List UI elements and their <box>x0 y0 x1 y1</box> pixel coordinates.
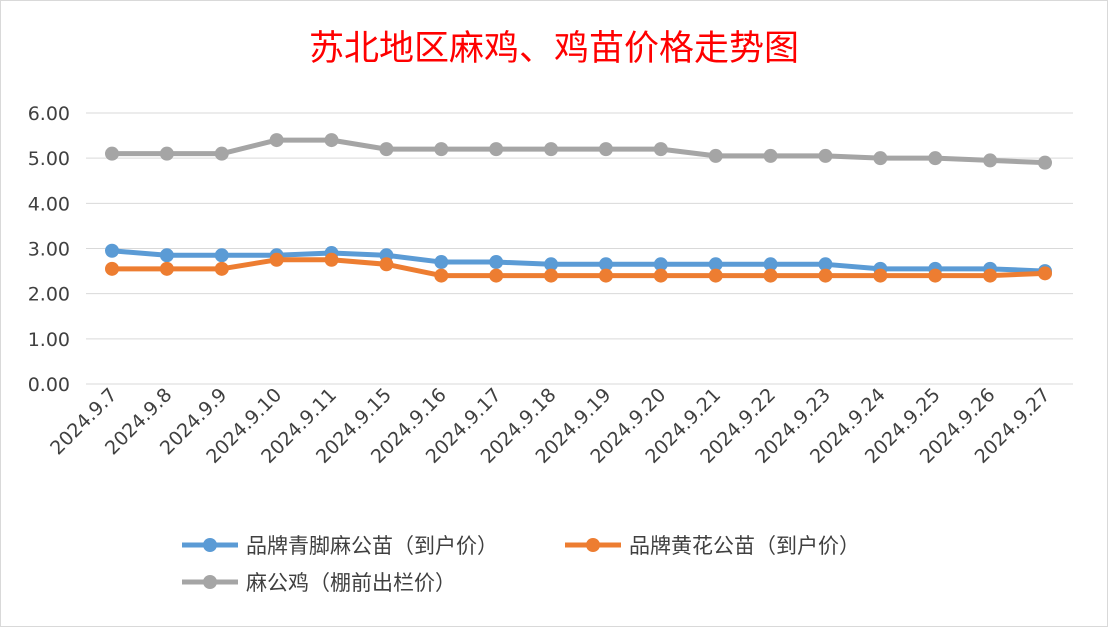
series-group <box>105 133 1052 283</box>
data-point <box>105 146 119 161</box>
data-point <box>269 252 284 267</box>
data-point <box>928 151 943 166</box>
data-point <box>159 248 174 263</box>
y-axis-ticks: 0.00 1.00 2.00 3.00 4.00 5.00 6.00 <box>28 103 70 396</box>
legend-label: 品牌黄花公苗（到户价） <box>629 534 860 558</box>
data-point <box>105 261 119 276</box>
data-point <box>434 268 449 283</box>
data-point <box>598 257 613 272</box>
data-point <box>598 142 613 157</box>
data-point <box>708 257 723 272</box>
data-point <box>269 133 284 148</box>
x-axis-ticks: 2024.9.72024.9.82024.9.92024.9.102024.9.… <box>46 384 1054 468</box>
data-point <box>763 268 778 283</box>
y-tick-label: 2.00 <box>28 284 70 306</box>
chart-title: 苏北地区麻鸡、鸡苗价格走势图 <box>309 29 799 69</box>
legend-label: 麻公鸡（棚前出栏价） <box>246 571 456 595</box>
gridlines <box>86 112 1073 385</box>
legend: 品牌青脚麻公苗（到户价） 品牌黄花公苗（到户价） 麻公鸡（棚前出栏价） <box>182 534 860 595</box>
data-point <box>105 243 119 258</box>
data-point <box>818 148 833 163</box>
y-tick-label: 4.00 <box>28 193 70 215</box>
data-point <box>873 151 888 166</box>
data-point <box>928 268 943 283</box>
data-point <box>1038 266 1052 281</box>
series-1 <box>105 252 1052 283</box>
data-point <box>598 268 613 283</box>
legend-entry: 品牌黄花公苗（到户价） <box>565 534 860 558</box>
data-point <box>544 268 559 283</box>
data-point <box>489 268 504 283</box>
data-point <box>1038 155 1052 170</box>
series-line <box>109 257 1048 279</box>
y-tick-label: 5.00 <box>28 148 70 170</box>
data-point <box>214 248 229 263</box>
data-point <box>653 142 668 157</box>
legend-entry: 品牌青脚麻公苗（到户价） <box>182 534 498 558</box>
legend-marker <box>203 538 217 552</box>
legend-marker <box>586 538 600 552</box>
legend-marker <box>203 575 217 589</box>
y-tick-label: 1.00 <box>28 329 70 351</box>
data-point <box>983 153 998 168</box>
data-point <box>324 252 339 267</box>
data-point <box>434 142 449 157</box>
data-point <box>708 268 723 283</box>
data-point <box>324 133 339 148</box>
data-point <box>763 257 778 272</box>
y-tick-label: 3.00 <box>28 239 70 261</box>
data-point <box>489 142 504 157</box>
data-point <box>983 268 998 283</box>
data-point <box>434 255 449 270</box>
data-point <box>544 142 559 157</box>
data-point <box>159 261 174 276</box>
data-point <box>214 146 229 161</box>
data-point <box>544 257 559 272</box>
data-point <box>379 142 394 157</box>
y-tick-label: 0.00 <box>28 374 70 396</box>
legend-entry: 麻公鸡（棚前出栏价） <box>182 571 456 595</box>
data-point <box>708 148 723 163</box>
data-point <box>818 257 833 272</box>
data-point <box>653 257 668 272</box>
data-point <box>818 268 833 283</box>
data-point <box>653 268 668 283</box>
series-2 <box>105 133 1052 170</box>
data-point <box>379 257 394 272</box>
legend-label: 品牌青脚麻公苗（到户价） <box>246 534 498 558</box>
data-point <box>214 261 229 276</box>
data-point <box>489 255 504 270</box>
data-point <box>763 148 778 163</box>
y-tick-label: 6.00 <box>28 103 70 125</box>
series-line <box>109 248 1048 274</box>
data-point <box>873 268 888 283</box>
series-line <box>109 137 1048 166</box>
data-point <box>159 146 174 161</box>
